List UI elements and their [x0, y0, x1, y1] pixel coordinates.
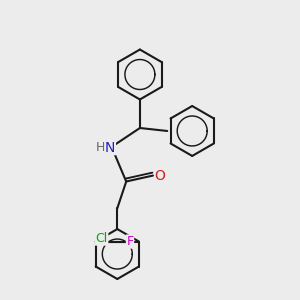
Text: Cl: Cl: [95, 232, 108, 245]
Text: H: H: [95, 141, 105, 154]
Text: N: N: [105, 141, 116, 154]
Text: O: O: [155, 169, 166, 183]
Text: F: F: [126, 235, 134, 248]
